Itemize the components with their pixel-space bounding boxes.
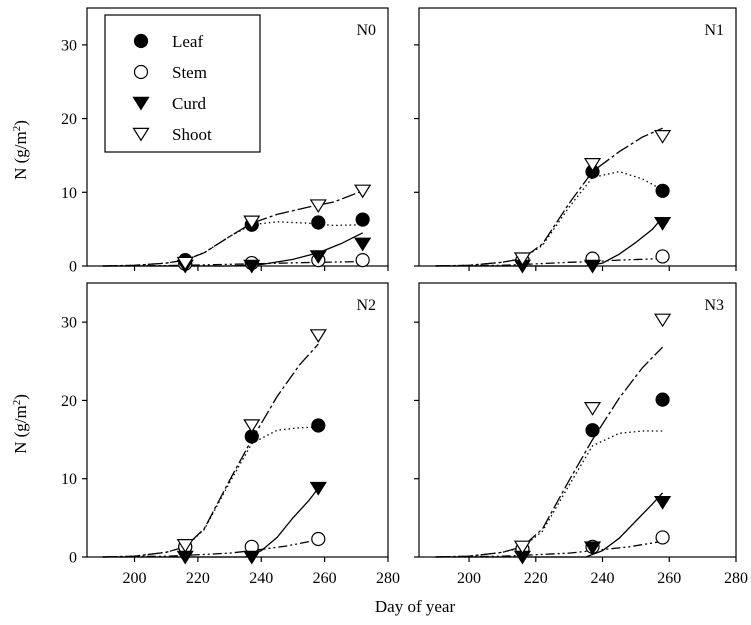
fit-line-n1-leaf <box>435 170 663 267</box>
point-n3-shoot-2 <box>654 313 672 328</box>
point-n2-shoot-0 <box>176 539 194 553</box>
point-n3-shoot-1 <box>583 402 602 416</box>
x-tick-label-n2-200: 200 <box>123 570 147 587</box>
point-n2-curd-1 <box>243 550 261 565</box>
y-axis-label-bottom: N (g/m2) <box>11 394 30 454</box>
point-n0-leaf-2 <box>311 215 326 230</box>
point-n0-shoot-3 <box>354 184 372 199</box>
point-n1-curd-2 <box>654 217 672 231</box>
point-n3-leaf-1 <box>585 423 600 438</box>
fit-line-n3-curd <box>435 492 664 558</box>
y-tick-label-n2-10: 10 <box>61 471 77 488</box>
point-n0-stem-3 <box>355 253 370 268</box>
fit-line-n3-shoot <box>435 346 664 558</box>
x-tick-label-n2-240: 240 <box>249 570 273 587</box>
plot-frame-n2 <box>86 282 389 558</box>
y-axis-label-top-sup: 2 <box>11 126 23 132</box>
x-tick-label-n3-200: 200 <box>457 570 481 587</box>
point-n3-stem-2 <box>655 530 670 545</box>
legend-label-stem: Stem <box>172 63 207 82</box>
y-tick-label-n2-0: 0 <box>69 550 77 567</box>
point-n3-curd-1 <box>583 541 602 556</box>
point-n2-shoot-1 <box>243 419 261 433</box>
point-n0-leaf-3 <box>355 212 370 227</box>
point-n0-shoot-2 <box>309 199 327 214</box>
point-n0-curd-2 <box>309 250 327 264</box>
y-tick-label-n2-30: 30 <box>61 315 77 332</box>
panel-n3: 200 220 240 260 280 N3 <box>414 282 748 587</box>
point-n2-curd-2 <box>309 481 327 496</box>
fit-line-n3-leaf <box>435 430 663 558</box>
y-tick-label-n0-20: 20 <box>61 111 77 128</box>
legend-marker-shoot <box>132 127 150 142</box>
x-tick-label-n2-260: 260 <box>313 570 337 587</box>
fit-line-n1-curd <box>435 216 664 267</box>
point-n1-leaf-2 <box>655 183 670 198</box>
legend-marker-stem <box>133 64 149 80</box>
point-n1-curd-1 <box>583 259 602 274</box>
legend-marker-curd <box>132 96 150 111</box>
y-axis-label-bottom-sup: 2 <box>11 400 23 406</box>
fit-line-n3-stem <box>435 540 663 558</box>
point-n3-curd-2 <box>654 495 672 510</box>
panel-label-n0: N0 <box>356 22 376 39</box>
legend-items: Leaf Stem Curd Shoot <box>132 32 212 144</box>
fit-line-n0-shoot <box>102 190 363 267</box>
panel-n2: 200 220 240 260 280 0 10 20 30 N2 <box>61 282 400 587</box>
point-n3-leaf-2 <box>655 392 670 407</box>
fit-line-n2-stem <box>102 539 319 558</box>
panel-n1: N1 <box>414 7 737 274</box>
point-n3-shoot-0 <box>513 540 532 555</box>
fit-line-n2-shoot <box>102 343 319 558</box>
legend-marker-leaf <box>133 33 149 49</box>
panels: 0 10 20 30 N0 N1 200 220 240 260 280 0 10 20 30 N2 200 22… <box>61 7 748 587</box>
x-tick-label-n2-280: 280 <box>376 570 400 587</box>
legend-label-leaf: Leaf <box>172 32 203 51</box>
legend: Leaf Stem Curd Shoot <box>104 14 261 153</box>
x-tick-label-n3-280: 280 <box>724 570 748 587</box>
plot-frame-n3 <box>418 282 737 558</box>
y-tick-label-n0-10: 10 <box>61 185 77 202</box>
x-tick-label-n2-220: 220 <box>186 570 210 587</box>
panel-label-n2: N2 <box>356 297 376 314</box>
fit-line-n1-shoot <box>435 127 663 267</box>
plot-frame-n1 <box>418 7 737 267</box>
point-n2-leaf-2 <box>311 418 326 433</box>
legend-label-shoot: Shoot <box>172 125 212 144</box>
fit-line-n0-curd <box>102 232 363 267</box>
point-n1-shoot-2 <box>654 130 672 144</box>
legend-label-curd: Curd <box>172 94 207 113</box>
point-n0-shoot-1 <box>243 215 261 230</box>
y-axis-label-top: N (g/m2) <box>11 120 30 180</box>
fit-line-n1-stem <box>435 257 663 267</box>
fit-line-n2-leaf <box>102 426 319 558</box>
legend-box <box>104 14 261 153</box>
point-n0-curd-1 <box>243 259 261 274</box>
x-tick-label-n3-220: 220 <box>524 570 548 587</box>
y-tick-label-n2-20: 20 <box>61 393 77 410</box>
x-axis-label: Day of year <box>375 597 456 616</box>
point-n0-shoot-0 <box>176 256 194 271</box>
fit-line-n2-curd <box>102 487 319 558</box>
point-n1-shoot-0 <box>513 252 532 267</box>
x-tick-label-n3-240: 240 <box>591 570 615 587</box>
y-axis-label-bottom-prefix: N (g/m <box>11 405 30 454</box>
y-axis-label-top-prefix: N (g/m <box>11 131 30 180</box>
y-tick-label-n0-0: 0 <box>69 259 77 276</box>
point-n0-curd-3 <box>354 237 372 252</box>
point-n2-shoot-2 <box>309 329 327 343</box>
y-axis-label-bottom-suffix: ) <box>11 394 30 400</box>
point-n2-stem-2 <box>311 531 326 547</box>
panel-n0: 0 10 20 30 N0 <box>61 7 389 276</box>
point-n1-shoot-1 <box>583 158 602 172</box>
point-n1-stem-2 <box>655 249 670 264</box>
y-axis-label-top-suffix: ) <box>11 120 30 126</box>
y-tick-label-n0-30: 30 <box>61 37 77 54</box>
panel-label-n1: N1 <box>704 22 724 39</box>
panel-label-n3: N3 <box>704 297 724 314</box>
x-tick-label-n3-260: 260 <box>657 570 681 587</box>
